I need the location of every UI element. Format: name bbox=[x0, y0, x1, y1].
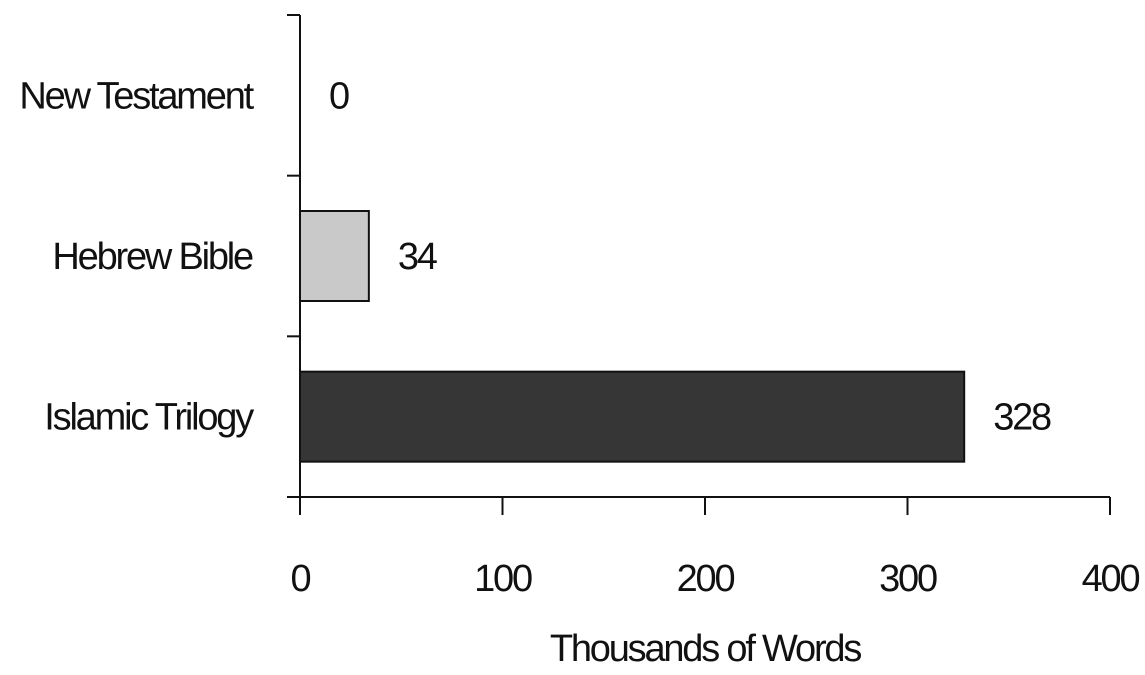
x-tick-label: 400 bbox=[1082, 558, 1140, 600]
y-axis bbox=[287, 14, 301, 498]
category-label: Hebrew Bible bbox=[52, 236, 253, 278]
x-tick-label: 100 bbox=[474, 558, 532, 600]
bar bbox=[299, 210, 370, 302]
x-axis-title: Thousands of Words bbox=[550, 628, 862, 670]
value-label: 328 bbox=[993, 397, 1051, 439]
category-label: New Testament bbox=[19, 75, 254, 117]
value-label: 0 bbox=[329, 75, 349, 117]
x-tick-label: 200 bbox=[677, 558, 735, 600]
x-tick-label: 0 bbox=[291, 558, 311, 600]
category-label: Islamic Trilogy bbox=[44, 397, 254, 439]
value-label: 34 bbox=[398, 236, 438, 278]
category-labels: New Testament Hebrew Bible Islamic Trilogy bbox=[19, 75, 256, 439]
bars bbox=[299, 210, 966, 463]
x-tick-label: 300 bbox=[879, 558, 937, 600]
value-labels: 0 34 328 bbox=[329, 75, 1053, 439]
bar bbox=[299, 370, 966, 463]
x-axis: 0 100 200 300 400 bbox=[291, 496, 1142, 600]
